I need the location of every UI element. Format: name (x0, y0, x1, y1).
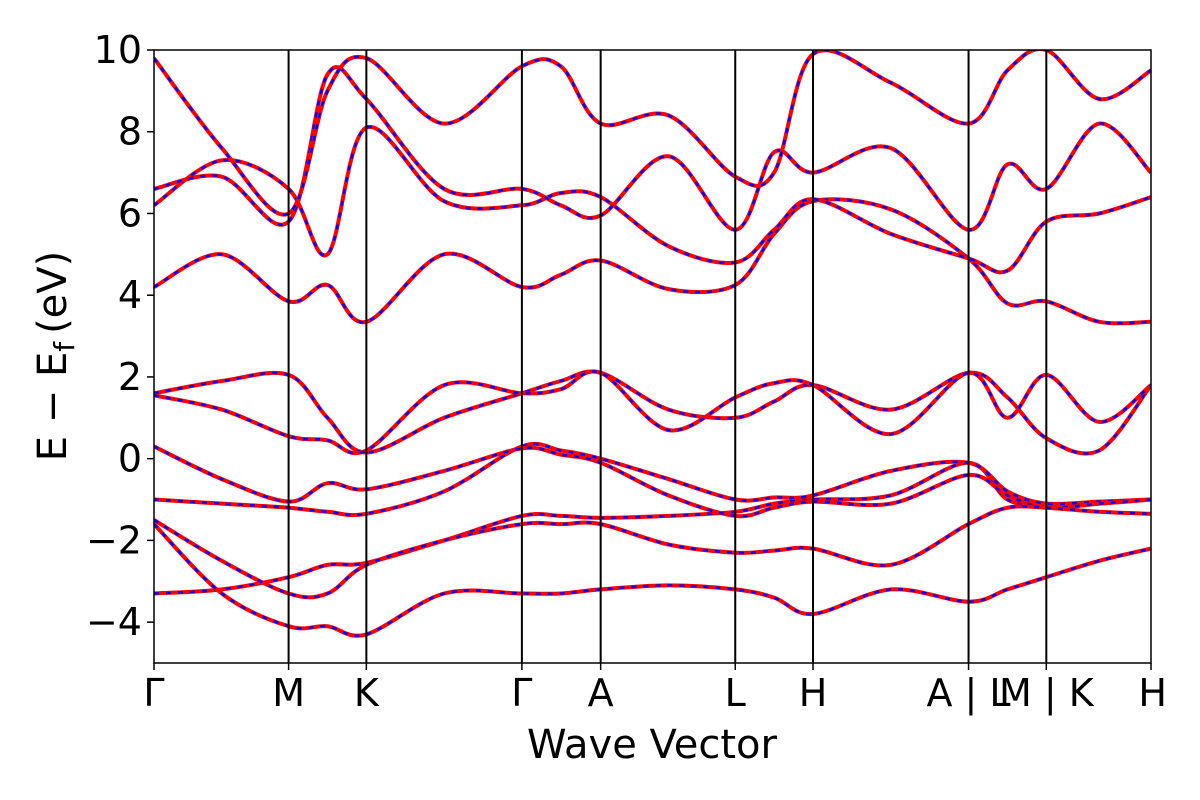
y-axis-title-subscript: f (48, 341, 81, 352)
band-line-solid-10 (154, 65, 1151, 232)
x-tick-label-7: H (799, 671, 828, 715)
band-line-solid-8 (154, 197, 1151, 326)
x-tick-label-4: Γ (511, 671, 532, 715)
x-tick-label-10: H (1138, 671, 1167, 715)
y-tick-label-5: 4 (118, 273, 142, 317)
x-axis-ticks: Γ M K Γ A L H A | LM | K H (143, 663, 1167, 716)
x-tick-label-1: Γ (143, 671, 164, 715)
band-line-dashed-9 (154, 125, 1151, 274)
y-axis-title-unit: (eV) (30, 251, 76, 334)
band-line-solid-9 (154, 124, 1151, 275)
band-lines (154, 50, 1151, 638)
y-tick-label-8: 10 (94, 28, 142, 72)
band-line-dashed-6 (154, 370, 1151, 455)
y-axis-title-main: E − E (30, 352, 76, 462)
y-tick-label-4: 2 (118, 355, 142, 399)
y-tick-label-1: −4 (86, 600, 142, 644)
x-tick-label-3: K (354, 671, 380, 715)
x-tick-label-9: M | K (999, 671, 1095, 716)
band-line-dashed-10 (154, 65, 1151, 232)
band-line-solid-3 (154, 444, 1151, 519)
y-axis-ticks: −4 −2 0 2 4 6 8 10 (86, 28, 154, 644)
y-tick-label-2: −2 (86, 518, 142, 562)
y-tick-label-7: 8 (118, 110, 142, 154)
x-tick-label-2: M (272, 671, 305, 715)
kpoint-divider-lines (287, 50, 1048, 663)
x-axis-title: Wave Vector (527, 722, 778, 768)
band-line-solid-11 (154, 50, 1151, 217)
x-tick-label-6: L (725, 671, 746, 715)
x-tick-label-5: A (588, 671, 614, 715)
plot-frame (153, 49, 1152, 664)
x-tick-label-8: A | L (926, 671, 1010, 716)
band-line-dashed-5 (154, 523, 1151, 637)
band-line-solid-2 (154, 441, 1151, 518)
band-line-dashed-4 (154, 505, 1151, 599)
band-line-dashed-11 (154, 50, 1151, 216)
band-line-dashed-3 (154, 445, 1151, 518)
band-line-dashed-7 (154, 370, 1151, 455)
y-tick-label-6: 6 (118, 191, 142, 235)
band-line-dashed-2 (154, 442, 1151, 517)
y-axis-title: E − Ef (eV) (30, 251, 81, 462)
y-tick-label-3: 0 (118, 437, 142, 481)
band-line-solid-4 (154, 504, 1151, 600)
band-line-solid-1 (154, 460, 1151, 596)
